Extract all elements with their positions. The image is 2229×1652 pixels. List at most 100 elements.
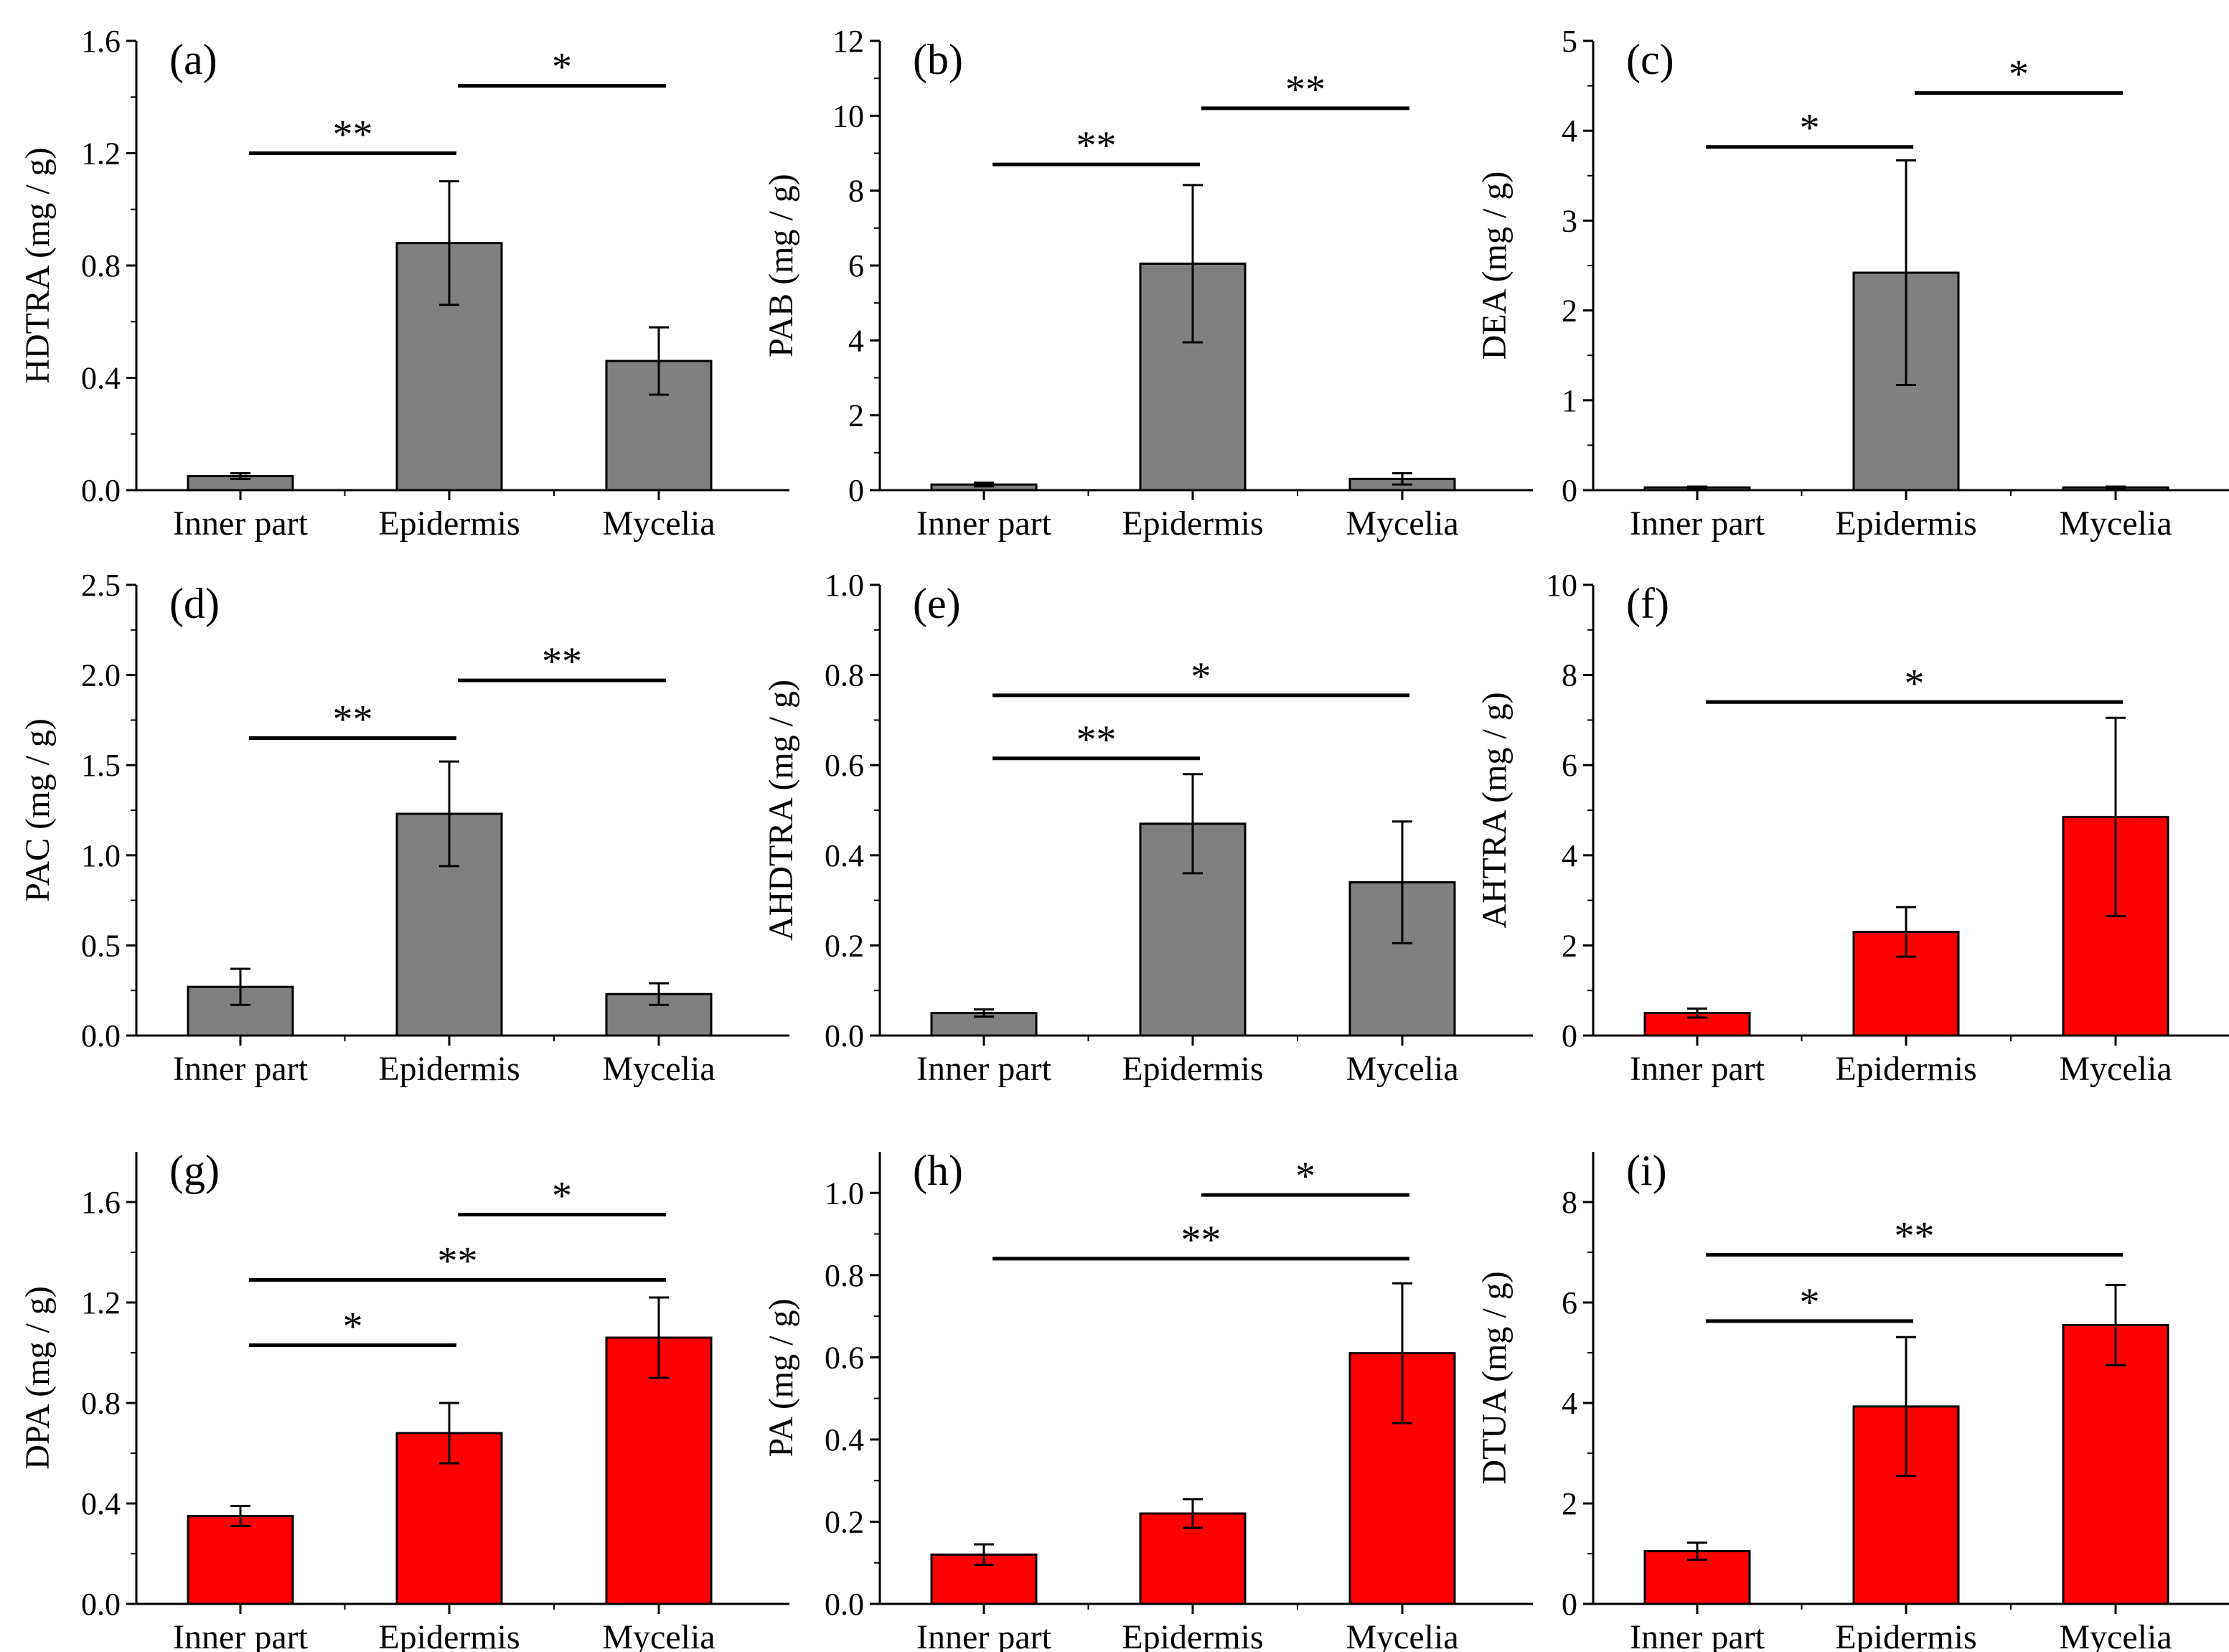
panel-h: 0.0 0.2 0.4 0.6 0.8 1.0 Inner part Epidermis Myc… bbox=[762, 1147, 1533, 1652]
y-tick-label: 6 bbox=[1562, 748, 1577, 783]
panel-label: (g) bbox=[169, 1147, 220, 1194]
x-tick-label: Mycelia bbox=[602, 1050, 715, 1088]
significance-marker: ** bbox=[1201, 67, 1409, 112]
y-tick-label: 1.0 bbox=[825, 568, 864, 603]
error-bar bbox=[2106, 485, 2126, 489]
x-tick-label: Mycelia bbox=[2059, 1618, 2172, 1652]
error-bar bbox=[230, 472, 250, 480]
panel-label: (f) bbox=[1626, 580, 1669, 627]
significance-marker: * bbox=[1201, 1154, 1409, 1198]
y-tick-label: 8 bbox=[1562, 658, 1577, 693]
y-tick-label: 0.2 bbox=[825, 1504, 864, 1539]
y-tick-label: 0.8 bbox=[81, 248, 121, 283]
significance-label: ** bbox=[438, 1239, 478, 1284]
y-axis-title: PA (mg / g) bbox=[762, 1299, 800, 1458]
y-tick-label: 4 bbox=[1562, 113, 1577, 149]
error-bar bbox=[439, 1402, 459, 1465]
y-tick-label: 4 bbox=[1562, 1386, 1577, 1421]
x-tick-label: Inner part bbox=[1630, 504, 1765, 543]
x-tick-label: Epidermis bbox=[378, 504, 520, 543]
x-tick-label: Mycelia bbox=[2059, 504, 2172, 543]
panel-label: (a) bbox=[169, 36, 217, 83]
y-tick-label: 2 bbox=[1562, 294, 1577, 329]
error-bar bbox=[1896, 906, 1916, 958]
significance-marker: ** bbox=[249, 1239, 666, 1284]
y-tick-label: 0.0 bbox=[81, 1587, 121, 1622]
panel-i: 0 2 4 6 8 Inner part Epidermis Mycelia DTUA (mg … bbox=[1475, 1147, 2229, 1652]
panel-a: 0.0 0.4 0.8 1.2 1.6 Inner part Epidermis Myceli… bbox=[19, 24, 789, 543]
y-axis-title: DTUA (mg / g) bbox=[1475, 1271, 1514, 1484]
significance-label: ** bbox=[1285, 67, 1325, 112]
significance-marker: ** bbox=[249, 698, 456, 742]
y-tick-label: 2.0 bbox=[81, 658, 121, 693]
y-axis-title: HDTRA (mg / g) bbox=[19, 147, 57, 383]
panel-label: (c) bbox=[1626, 36, 1674, 83]
y-tick-label: 1.0 bbox=[81, 838, 121, 873]
y-tick-label: 0.4 bbox=[81, 361, 121, 396]
y-tick-label: 0.8 bbox=[81, 1386, 121, 1421]
y-tick-label: 0.0 bbox=[825, 1587, 864, 1622]
significance-marker: ** bbox=[993, 718, 1200, 762]
significance-label: * bbox=[552, 1174, 572, 1219]
y-tick-label: 8 bbox=[1562, 1185, 1577, 1220]
y-tick-label: 0.0 bbox=[81, 1018, 121, 1053]
significance-marker: ** bbox=[993, 123, 1200, 168]
y-tick-label: 0 bbox=[1562, 473, 1577, 508]
error-bar bbox=[1687, 1541, 1707, 1561]
panel-label: (h) bbox=[913, 1147, 963, 1194]
panel-label: (b) bbox=[913, 36, 963, 83]
x-tick-label: Mycelia bbox=[602, 504, 715, 543]
significance-marker: ** bbox=[1706, 1214, 2123, 1259]
y-tick-label: 0.4 bbox=[825, 1422, 864, 1458]
bar-inner-part bbox=[187, 1515, 294, 1605]
x-tick-label: Inner part bbox=[173, 504, 309, 543]
panel-label: (d) bbox=[169, 580, 220, 627]
y-tick-label: 10 bbox=[1546, 568, 1577, 603]
x-tick-label: Inner part bbox=[916, 504, 1052, 543]
x-tick-label: Inner part bbox=[916, 1618, 1052, 1652]
error-bar bbox=[1183, 1498, 1203, 1529]
significance-label: * bbox=[1191, 654, 1211, 699]
error-bar bbox=[649, 1296, 669, 1379]
error-bar bbox=[1687, 1007, 1707, 1019]
y-tick-label: 4 bbox=[848, 323, 864, 358]
y-tick-label: 0.4 bbox=[81, 1486, 121, 1521]
x-tick-label: Mycelia bbox=[1346, 1618, 1458, 1652]
significance-marker: * bbox=[249, 1305, 456, 1349]
y-tick-label: 0.2 bbox=[825, 928, 864, 963]
error-bar bbox=[1896, 1336, 1916, 1477]
x-tick-label: Inner part bbox=[916, 1050, 1052, 1088]
y-axis-title: AHTRA (mg / g) bbox=[1475, 692, 1514, 928]
y-tick-label: 0.0 bbox=[825, 1018, 864, 1053]
significance-label: ** bbox=[1076, 123, 1117, 168]
error-bar bbox=[1392, 1282, 1412, 1425]
panel-b: 0 2 4 6 8 10 12 Inner part Epidermis Mycelia PAB (… bbox=[762, 24, 1533, 543]
y-tick-label: 1.2 bbox=[81, 1285, 121, 1320]
y-axis-title: DEA (mg / g) bbox=[1475, 172, 1514, 360]
error-bar bbox=[974, 1008, 994, 1018]
y-tick-label: 0.5 bbox=[81, 928, 121, 963]
y-tick-label: 0.8 bbox=[825, 658, 864, 693]
y-tick-label: 0.6 bbox=[825, 1340, 864, 1375]
y-tick-label: 1.0 bbox=[825, 1175, 864, 1211]
y-tick-label: 3 bbox=[1562, 203, 1577, 238]
y-tick-label: 0.6 bbox=[825, 748, 864, 783]
y-tick-label: 1.5 bbox=[81, 748, 121, 783]
panel-c: 0 1 2 3 4 5 Inner part Epidermis Mycelia DEA (mg … bbox=[1475, 24, 2229, 543]
error-bar bbox=[1392, 820, 1412, 944]
x-tick-label: Epidermis bbox=[1122, 504, 1263, 543]
y-tick-label: 2 bbox=[1562, 928, 1577, 963]
y-tick-label: 0 bbox=[1562, 1018, 1577, 1053]
significance-label: * bbox=[1295, 1154, 1315, 1198]
error-bar bbox=[1392, 472, 1412, 486]
error-bar bbox=[649, 326, 669, 396]
y-tick-label: 0 bbox=[848, 473, 864, 508]
significance-marker: * bbox=[1706, 106, 1913, 151]
y-axis-title: DPA (mg / g) bbox=[19, 1286, 57, 1470]
bar-mycelia bbox=[605, 1336, 713, 1605]
significance-label: * bbox=[1905, 661, 1925, 705]
x-tick-label: Epidermis bbox=[1122, 1618, 1263, 1652]
y-tick-label: 8 bbox=[848, 174, 864, 209]
x-tick-label: Mycelia bbox=[602, 1618, 715, 1652]
